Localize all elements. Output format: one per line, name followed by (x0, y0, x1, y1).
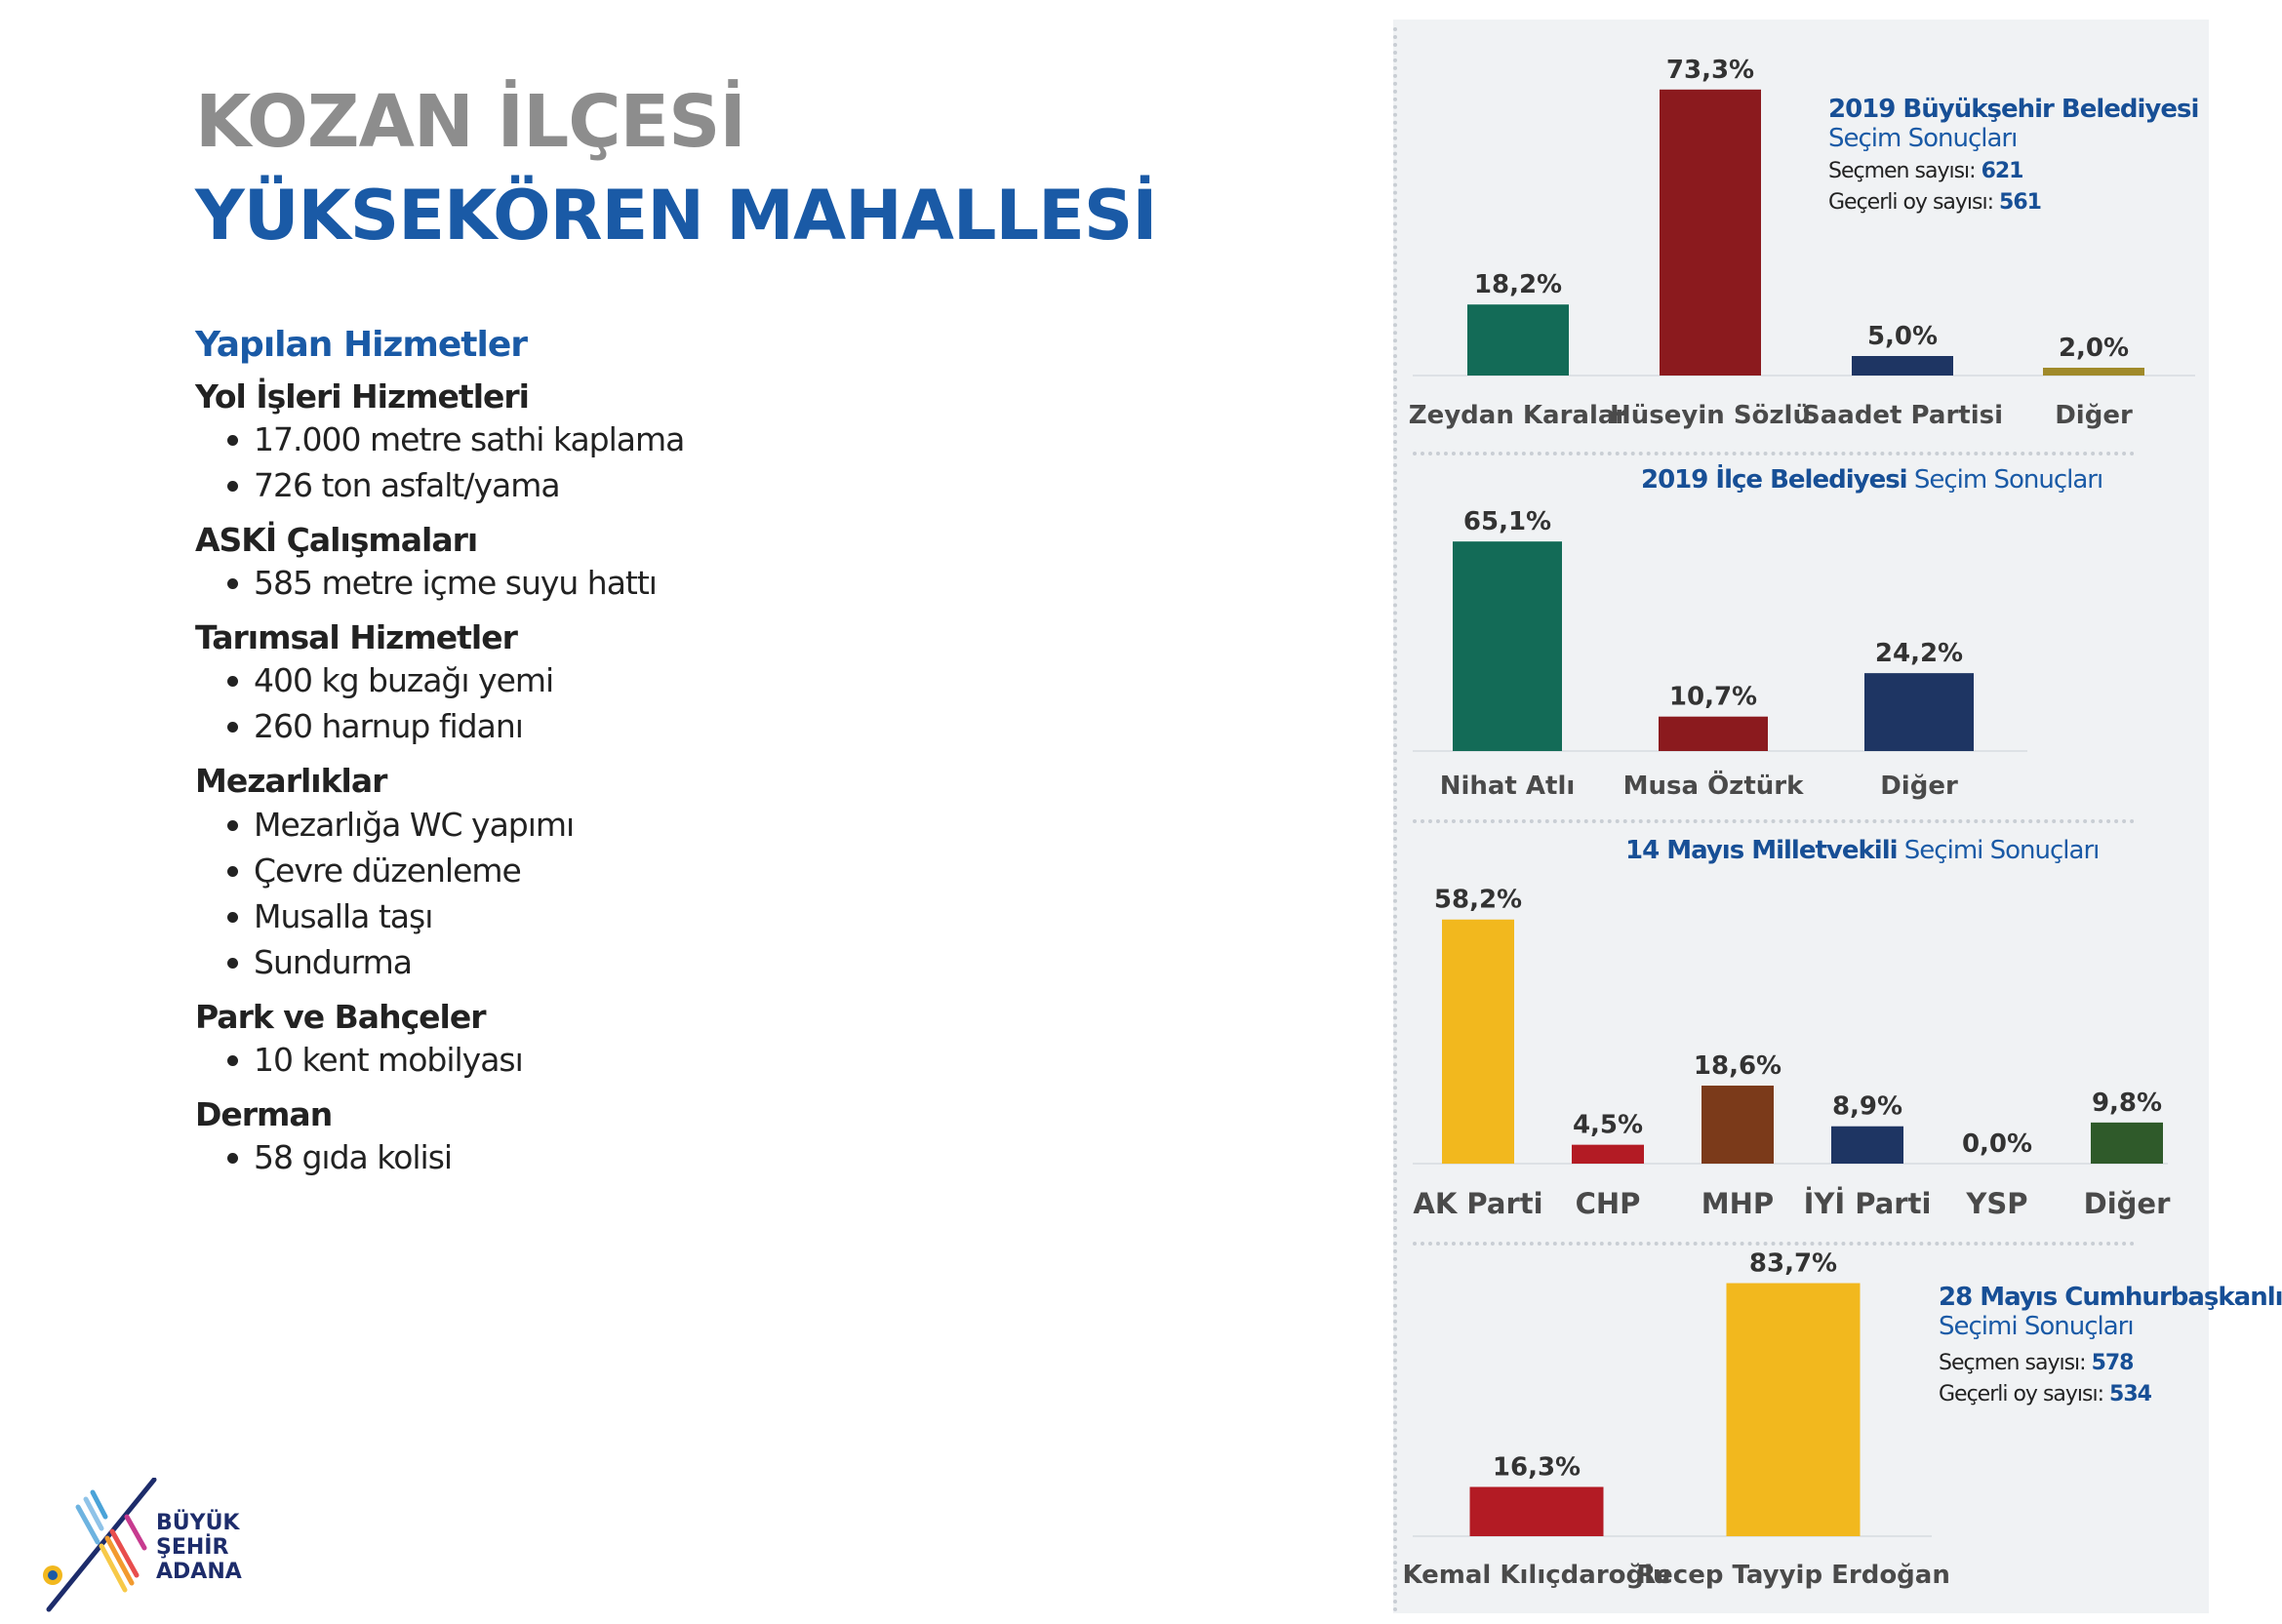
category-label: Kemal Kılıçdaroğlu (1402, 1561, 1670, 1590)
service-category-title: Park ve Bahçeler (195, 997, 486, 1036)
category-label: Hüseyin Sözlü (1610, 401, 1811, 430)
service-item: 260 harnup fidanı (195, 703, 1073, 749)
category-label: AK Parti (1413, 1187, 1542, 1220)
chart4-voters: 578 (2091, 1350, 2135, 1375)
chart-bar (2091, 1122, 2163, 1164)
logo-mark-icon (43, 1477, 157, 1612)
category-label: Saadet Partisi (1802, 401, 2003, 430)
services-heading: Yapılan Hizmetler (195, 325, 528, 365)
chart-bar (1453, 541, 1562, 751)
category-label: Diğer (1880, 772, 1958, 801)
service-item: 726 ton asfalt/yama (195, 462, 1073, 508)
service-category-title: Derman (195, 1094, 333, 1133)
logo-word-2: ŞEHİR (156, 1535, 229, 1560)
bar-value-label: 18,6% (1694, 1051, 1782, 1081)
service-category: Derman 58 gıda kolisi (195, 1094, 1073, 1180)
chart1-valid: 561 (1999, 189, 2042, 215)
category-label: Diğer (2055, 401, 2133, 430)
chart-bar (2043, 368, 2144, 376)
bar-value-label: 10,7% (1669, 683, 1757, 712)
bar-value-label: 58,2% (1434, 886, 1522, 915)
service-item: 17.000 metre sathi kaplama (195, 416, 1073, 462)
bar-value-label: 8,9% (1832, 1092, 1902, 1122)
chart-separator-3 (1413, 1242, 2135, 1246)
chart2-title: 2019 İlçe Belediyesi Seçim Sonuçları (1641, 465, 2103, 495)
category-label: MHP (1701, 1187, 1774, 1220)
chart-bar (1831, 1126, 1903, 1164)
service-category: Mezarlıklar Mezarlığa WC yapımı Çevre düze… (195, 761, 1073, 984)
chart4-title: 28 Mayıs Cumhurbaşkanlığı Seçimi Sonuçlar… (1939, 1283, 2282, 1406)
chart-bar (1467, 304, 1569, 376)
service-item: Çevre düzenleme (195, 848, 1073, 893)
neighborhood-title: YÜKSEKÖREN MAHALLESİ (195, 176, 1157, 256)
bar-value-label: 5,0% (1867, 322, 1938, 351)
chart1-voters-label: Seçmen sayısı: (1828, 158, 1977, 183)
bar-value-label: 9,8% (2092, 1089, 2162, 1118)
bar-value-label: 16,3% (1493, 1452, 1581, 1482)
services-section: Yapılan Hizmetler Yol İşleri Hizmetleri 1… (195, 326, 1073, 1192)
chart-1: 18,2% Zeydan Karalar 73,3% Hüseyin Sözlü 5,0… (1409, 56, 2195, 430)
bar-value-label: 2,0% (2059, 334, 2129, 363)
service-category-title: Tarımsal Hizmetler (195, 618, 518, 657)
category-label: Nihat Atlı (1440, 772, 1576, 801)
chart4-valid: 534 (2109, 1381, 2152, 1406)
chart-4: 16,3% Kemal Kılıçdaroğlu 83,7% Recep Tayyip… (1402, 1249, 1949, 1590)
chart-3: 58,2% AK Parti 4,5% CHP 18,6% MHP 8,9% İYİ Part… (1413, 886, 2171, 1220)
category-label: Zeydan Karalar (1409, 401, 1628, 430)
category-label: İYİ Parti (1804, 1187, 1932, 1220)
adana-logo: BÜYÜK ŞEHİR ADANA (39, 1477, 263, 1624)
service-category-title: Mezarlıklar (195, 762, 387, 801)
chart-bar (1659, 716, 1768, 751)
chart-bar (1852, 356, 1953, 376)
chart-2: 65,1% Nihat Atlı 10,7% Musa Öztürk 24,2% Diğe… (1413, 507, 2027, 801)
service-category-title: ASKİ Çalışmaları (195, 520, 478, 559)
chart1-valid-label: Geçerli oy sayısı: (1828, 189, 1994, 215)
service-item: Musalla taşı (195, 893, 1073, 939)
service-category: Tarımsal Hizmetler 400 kg buzağı yemi 260 … (195, 617, 1073, 749)
service-category: Yol İşleri Hizmetleri 17.000 metre sathi … (195, 376, 1073, 508)
logo-word-3: ADANA (156, 1560, 242, 1584)
chart1-title: 2019 Büyükşehir Belediyesi Seçim Sonuçlar… (1828, 95, 2199, 215)
service-item: 10 kent mobilyası (195, 1037, 1073, 1083)
bar-value-label: 4,5% (1573, 1111, 1643, 1140)
bar-value-label: 65,1% (1463, 507, 1551, 536)
district-title: KOZAN İLÇESİ (195, 80, 746, 164)
service-item: 400 kg buzağı yemi (195, 657, 1073, 703)
service-category: ASKİ Çalışmaları 585 metre içme suyu hatt… (195, 520, 1073, 606)
chart-separator-1 (1413, 452, 2135, 456)
service-item: Sundurma (195, 939, 1073, 985)
chart-bar (1442, 919, 1514, 1164)
category-label: Musa Öztürk (1623, 769, 1804, 801)
chart-bar (1660, 89, 1761, 376)
service-item: 585 metre içme suyu hattı (195, 560, 1073, 606)
chart-bar (1726, 1283, 1861, 1536)
chart3-title: 14 Mayıs Milletvekili Seçimi Sonuçları (1625, 836, 2100, 865)
chart-bar (1469, 1486, 1604, 1536)
services-list: Yol İşleri Hizmetleri 17.000 metre sathi … (195, 376, 1073, 1181)
chart4-valid-label: Geçerli oy sayısı: (1939, 1381, 2104, 1406)
bar-value-label: 0,0% (1962, 1129, 2032, 1159)
category-label: Diğer (2084, 1187, 2171, 1220)
service-item: Mezarlığa WC yapımı (195, 802, 1073, 848)
chart4-voters-label: Seçmen sayısı: (1939, 1350, 2087, 1375)
service-category-title: Yol İşleri Hizmetleri (195, 376, 530, 416)
chart-bar (1864, 673, 1974, 751)
category-label: Recep Tayyip Erdoğan (1636, 1561, 1950, 1590)
service-category: Park ve Bahçeler 10 kent mobilyası (195, 997, 1073, 1083)
bar-value-label: 24,2% (1875, 639, 1963, 668)
logo-word-1: BÜYÜK (156, 1511, 240, 1535)
bar-value-label: 18,2% (1474, 270, 1562, 299)
chart1-voters: 621 (1981, 158, 2024, 183)
service-item: 58 gıda kolisi (195, 1134, 1073, 1180)
category-label: YSP (1965, 1187, 2027, 1220)
bar-value-label: 73,3% (1666, 56, 1754, 85)
bar-value-label: 83,7% (1749, 1249, 1837, 1279)
chart-bar (1572, 1144, 1644, 1164)
chart-bar (1701, 1086, 1774, 1164)
panel-divider (1393, 27, 1397, 1613)
chart-separator-2 (1413, 819, 2135, 823)
category-label: CHP (1576, 1187, 1641, 1220)
